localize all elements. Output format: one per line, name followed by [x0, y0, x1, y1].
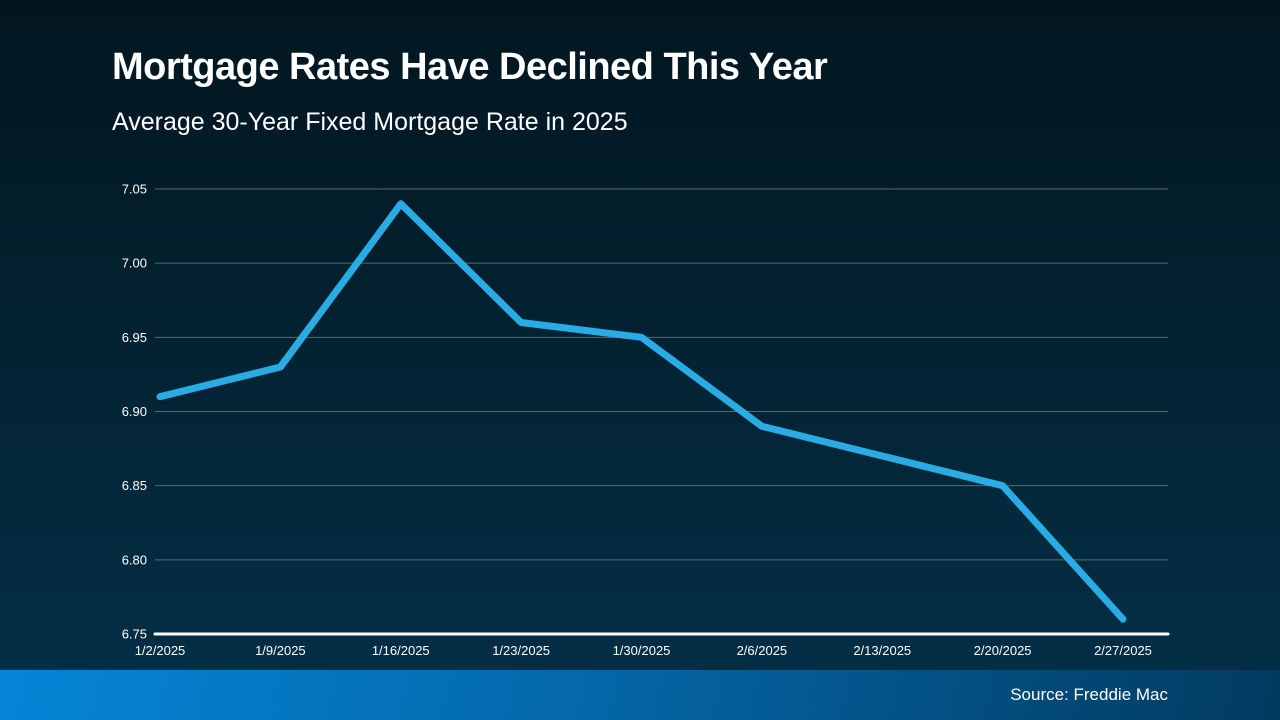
source-bar: Source: Freddie Mac [0, 670, 1280, 720]
y-axis-tick-label: 7.00 [122, 256, 147, 271]
x-axis-tick-label: 2/13/2025 [853, 643, 911, 658]
x-axis-tick-label: 1/9/2025 [255, 643, 306, 658]
x-axis-tick-label: 2/27/2025 [1094, 643, 1152, 658]
x-axis-tick-label: 1/30/2025 [613, 643, 671, 658]
mortgage-rate-line [156, 200, 1127, 623]
y-axis-tick-label: 7.05 [122, 182, 147, 197]
x-axis-tick-label: 1/2/2025 [135, 643, 186, 658]
x-axis-tick-label: 2/6/2025 [737, 643, 788, 658]
y-axis-tick-label: 6.90 [122, 404, 147, 419]
source-text: Source: Freddie Mac [1010, 685, 1168, 704]
y-axis-tick-label: 6.80 [122, 552, 147, 567]
x-axis-tick-label: 1/23/2025 [492, 643, 550, 658]
y-axis-tick-label: 6.95 [122, 330, 147, 345]
y-axis-tick-label: 6.75 [122, 627, 147, 642]
x-axis-tick-label: 1/16/2025 [372, 643, 430, 658]
page-subtitle: Average 30-Year Fixed Mortgage Rate in 2… [112, 108, 628, 136]
page-title: Mortgage Rates Have Declined This Year [112, 46, 828, 88]
y-axis-tick-label: 6.85 [122, 478, 147, 493]
x-axis-tick-label: 2/20/2025 [974, 643, 1032, 658]
